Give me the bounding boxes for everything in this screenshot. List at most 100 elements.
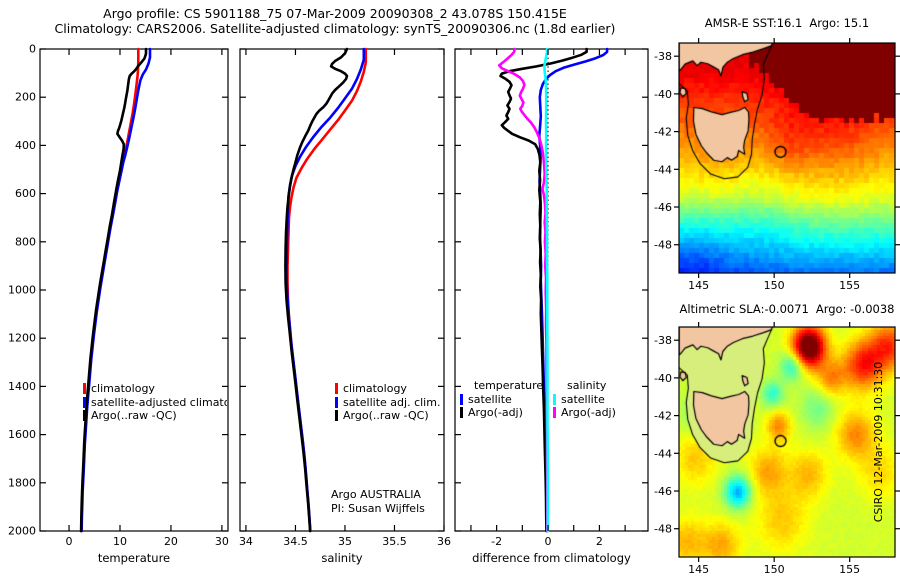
temperature-legend: climatology satellite-adjusted climatolo… (83, 382, 227, 423)
x-tick-label: 30 (215, 535, 229, 548)
figure-title: Argo profile: CS 5901188_75 07-Mar-2009 … (0, 6, 670, 36)
lat-tick-label: -46 (654, 201, 672, 214)
legend-item: Argo(..raw -QC) (335, 409, 440, 423)
legend-marker-argo-raw (335, 410, 338, 422)
legend-marker-climatology (83, 383, 86, 395)
lat-tick-label: -48 (654, 523, 672, 536)
lat-tick-label: -38 (654, 50, 672, 63)
lon-tick-label: 145 (688, 563, 709, 576)
legend-label: Argo(-adj) (468, 406, 523, 419)
lat-tick-label: -40 (654, 372, 672, 385)
legend-item: satellite (553, 393, 616, 407)
legend-label: satellite (561, 392, 605, 406)
lon-tick-label: 155 (839, 563, 860, 576)
legend-item: Argo(-adj) (553, 406, 616, 420)
salinity-profile-series (285, 47, 366, 533)
salinity-profile-axes-box (239, 48, 445, 532)
x-tick-label: 20 (164, 535, 178, 548)
legend-marker-sal-argo (553, 407, 556, 419)
x-tick-label: -2 (491, 535, 502, 548)
lat-tick-label: -44 (654, 163, 672, 176)
sst-map-frame (678, 42, 896, 274)
legend-group-header: salinity (567, 379, 607, 392)
depth-tick-label: 200 (15, 91, 36, 104)
x-tick-label: 0 (545, 535, 552, 548)
sst-title-label: AMSR-E SST: (704, 16, 777, 30)
sla-map-frame (678, 326, 896, 558)
temperature-axis-label: temperature (97, 551, 171, 565)
title-line-1: Argo profile: CS 5901188_75 07-Mar-2009 … (103, 6, 567, 21)
legend-item: satellite adj. clim. (335, 396, 440, 410)
difference-profile-axes-box (454, 48, 649, 532)
x-tick-label: 10 (113, 535, 127, 548)
sla-argo-label: Argo: (815, 302, 847, 316)
difference-profile-series (543, 47, 550, 533)
legend-marker-satellite-adjusted (335, 396, 338, 408)
salinity-profile-series (284, 47, 349, 533)
temperature-profile-series (79, 47, 148, 533)
temperature-profile-series (80, 47, 140, 533)
salinity-legend: climatology satellite adj. clim. Argo(..… (335, 382, 440, 423)
legend-label: Argo(..raw -QC) (91, 409, 177, 422)
x-tick-label: 34 (239, 535, 253, 548)
legend-label: climatology (91, 382, 155, 395)
depth-tick-label: 1800 (8, 476, 36, 489)
lon-tick-label: 155 (839, 279, 860, 292)
salinity-axis-label: salinity (321, 551, 363, 565)
difference-temperature-legend: temperature satellite Argo(-adj) (460, 379, 543, 420)
difference-axis-label: difference from climatology (472, 551, 631, 565)
x-tick-label: 35 (338, 535, 352, 548)
sla-argo-value: -0.0038 (850, 302, 895, 316)
lon-tick-label: 150 (764, 279, 785, 292)
difference-salinity-legend: salinity satellite Argo(-adj) (553, 379, 616, 420)
sla-title-label: Altimetric SLA: (679, 302, 765, 316)
legend-item: satellite-adjusted climatology (83, 396, 227, 410)
legend-marker-sal-satellite (553, 393, 556, 405)
sst-value: 16.1 (776, 16, 803, 30)
depth-tick-label: 1400 (8, 380, 36, 393)
legend-label: climatology (343, 382, 407, 395)
legend-label: satellite adj. clim. (343, 395, 441, 409)
sst-argo-value: 15.1 (843, 16, 870, 30)
x-tick-label: 35.5 (382, 535, 407, 548)
lat-tick-label: -46 (654, 485, 672, 498)
depth-tick-label: 1200 (8, 332, 36, 345)
difference-profile-series (499, 47, 588, 533)
legend-marker-climatology (335, 383, 338, 395)
legend-item: Argo(..raw -QC) (83, 409, 227, 423)
legend-marker-temp-argo (460, 407, 463, 419)
x-tick-label: 34.5 (283, 535, 308, 548)
legend-marker-argo-raw (83, 410, 86, 422)
legend-group-header: temperature (474, 379, 544, 392)
x-tick-label: 2 (596, 535, 603, 548)
lat-tick-label: -42 (654, 410, 672, 423)
legend-item: satellite (460, 393, 543, 407)
depth-tick-label: 800 (15, 235, 36, 248)
depth-tick-label: 600 (15, 187, 36, 200)
lat-tick-label: -40 (654, 88, 672, 101)
principal-investigator: PI: Susan Wijffels (331, 502, 425, 515)
legend-label: Argo(-adj) (561, 406, 616, 419)
legend-item: Argo(-adj) (460, 406, 543, 420)
lat-tick-label: -44 (654, 447, 672, 460)
depth-tick-label: 2000 (8, 525, 36, 538)
csiro-timestamp: CSIRO 12-Mar-2009 10:31:30 (872, 361, 885, 523)
sla-value: -0.0071 (764, 302, 809, 316)
depth-tick-label: 400 (15, 139, 36, 152)
lat-tick-label: -48 (654, 239, 672, 252)
title-line-2: Climatology: CARS2006. Satellite-adjuste… (54, 21, 616, 36)
legend-marker-temp-satellite (460, 393, 463, 405)
legend-label: Argo(..raw -QC) (343, 409, 429, 422)
program-annotation: Argo AUSTRALIA PI: Susan Wijffels (331, 488, 425, 516)
sst-map-title: AMSR-E SST:16.1 Argo: 15.1 (662, 16, 900, 30)
sst-argo-label: Argo: (809, 16, 840, 30)
depth-tick-label: 1000 (8, 284, 36, 297)
legend-item: climatology (83, 382, 227, 396)
lat-tick-label: -42 (654, 126, 672, 139)
sla-map-title: Altimetric SLA:-0.0071 Argo: -0.0038 (662, 302, 900, 316)
difference-profile-series (537, 47, 609, 533)
lat-tick-label: -38 (654, 334, 672, 347)
legend-label: satellite-adjusted climatology (91, 395, 227, 409)
